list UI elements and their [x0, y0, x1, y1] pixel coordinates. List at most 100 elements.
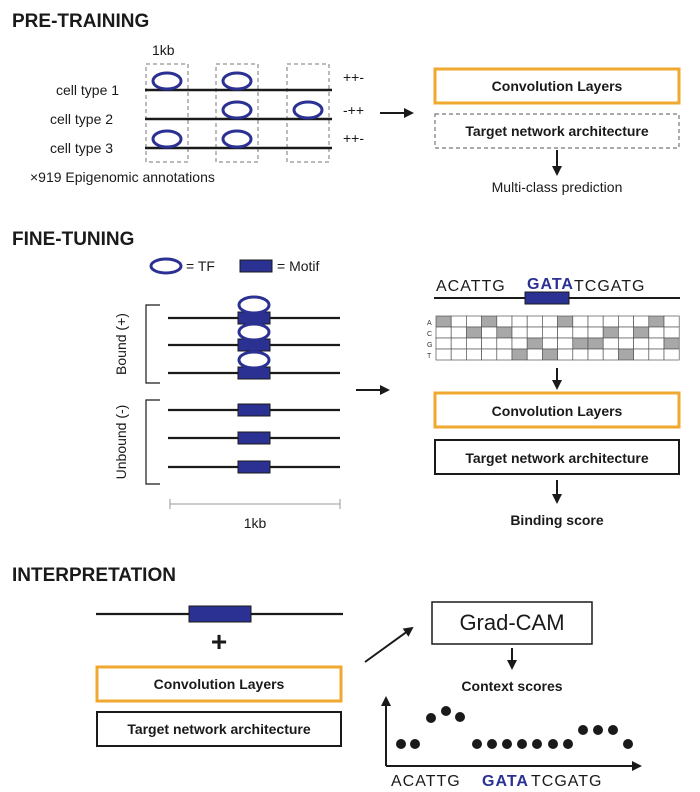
tf-ellipse-icon — [151, 71, 183, 91]
tf-ellipse-icon — [237, 322, 271, 342]
onehot-cell — [633, 337, 650, 350]
plot-sequence-motif: GATA — [482, 773, 529, 790]
sequence-right: TCGATG — [574, 278, 645, 295]
score-point — [532, 739, 542, 749]
cell-type-label-3: cell type 3 — [50, 140, 113, 156]
onehot-cell — [450, 337, 467, 350]
plus-sign: + — [211, 626, 227, 657]
tf-ellipse-icon — [221, 129, 253, 149]
onehot-cell — [496, 326, 513, 339]
bound-label: Bound (+) — [113, 313, 129, 375]
sign-label-2: -++ — [343, 102, 364, 118]
score-point — [441, 706, 451, 716]
onehot-cell — [587, 315, 604, 328]
scale-label: 1kb — [244, 515, 267, 531]
onehot-cell — [557, 337, 574, 350]
onehot-cell — [572, 326, 589, 339]
finetuning-tracks: Bound (+) Unbound (-) 1kb — [113, 295, 341, 531]
unbound-label: Unbound (-) — [113, 405, 129, 480]
onehot-cell — [602, 315, 619, 328]
onehot-row-label-t: T — [427, 353, 432, 360]
finetuning-output-label: Binding score — [510, 512, 604, 528]
cell-type-label-1: cell type 1 — [56, 82, 119, 98]
pretraining-target-label: Target network architecture — [465, 123, 649, 139]
onehot-cell — [526, 348, 543, 361]
window-box-1 — [145, 63, 189, 163]
onehot-cell — [648, 315, 665, 328]
sequence-encoding: ACATTG GATA TCGATG A C G T — [427, 276, 680, 361]
score-point — [487, 739, 497, 749]
score-point — [517, 739, 527, 749]
unbound-bracket — [145, 399, 160, 485]
interpretation-title: INTERPRETATION — [12, 565, 176, 586]
gradcam-label: Grad-CAM — [459, 610, 564, 635]
onehot-cell — [542, 315, 558, 328]
onehot-row-label-a: A — [427, 320, 432, 327]
onehot-cell — [557, 326, 574, 339]
plot-sequence-right: TCGATG — [531, 773, 602, 790]
gradcam-box — [431, 601, 593, 645]
score-point — [502, 739, 512, 749]
tf-ellipse-icon — [221, 100, 253, 120]
onehot-cell — [481, 337, 498, 350]
onehot-cell — [450, 326, 467, 339]
onehot-cell — [572, 348, 589, 361]
score-point — [548, 739, 558, 749]
onehot-cell — [526, 315, 543, 328]
onehot-cell — [481, 348, 498, 361]
score-point — [426, 713, 436, 723]
score-point — [396, 739, 406, 749]
pretraining-title: PRE-TRAINING — [12, 11, 149, 32]
finetuning-title: FINE-TUNING — [12, 229, 134, 250]
onehot-cell — [511, 348, 528, 361]
motif-box — [237, 460, 271, 474]
pretraining-conv-label: Convolution Layers — [492, 78, 623, 94]
onehot-cell — [511, 337, 528, 350]
onehot-cell — [466, 315, 482, 328]
onehot-cell — [511, 326, 528, 339]
annotation-count-label: ×919 Epigenomic annotations — [30, 169, 215, 185]
onehot-cell — [602, 348, 619, 361]
motif-box — [524, 291, 570, 305]
onehot-cell — [435, 326, 452, 339]
window-size-label: 1kb — [152, 42, 175, 58]
onehot-cell — [618, 326, 634, 339]
score-point — [578, 725, 588, 735]
score-point — [410, 739, 420, 749]
onehot-cell — [663, 337, 680, 350]
onehot-cell — [435, 337, 452, 350]
cell-type-label-2: cell type 2 — [50, 111, 113, 127]
onehot-row-label-g: G — [427, 342, 432, 349]
legend-tf-label: = TF — [186, 258, 215, 274]
onehot-cell — [557, 315, 574, 328]
onehot-cell — [526, 337, 543, 350]
onehot-cell — [435, 315, 452, 328]
onehot-matrix — [435, 315, 680, 361]
onehot-cell — [496, 337, 513, 350]
finetuning-conv-box — [433, 391, 681, 429]
plot-sequence-left: ACATTG — [391, 773, 461, 790]
onehot-cell — [496, 315, 513, 328]
context-score-plot: ACATTG GATA TCGATG — [381, 696, 642, 790]
onehot-cell — [496, 348, 513, 361]
finetuning-conv-label: Convolution Layers — [492, 403, 623, 419]
sequence-motif: GATA — [527, 276, 574, 293]
onehot-cell — [602, 326, 619, 339]
pretraining-output-label: Multi-class prediction — [492, 179, 623, 195]
onehot-cell — [618, 337, 634, 350]
onehot-cell — [542, 337, 558, 350]
onehot-cell — [481, 326, 498, 339]
score-point — [593, 725, 603, 735]
finetuning-target-label: Target network architecture — [465, 450, 649, 466]
score-point — [608, 725, 618, 735]
onehot-cell — [648, 326, 665, 339]
onehot-cell — [602, 337, 619, 350]
onehot-cell — [481, 315, 498, 328]
tf-ellipse-icon — [237, 350, 271, 370]
pretraining-tracks: 1kb cell type 1 cell type 2 cell type 3 … — [30, 42, 364, 185]
legend-motif-label: = Motif — [277, 258, 320, 274]
onehot-cell — [466, 348, 482, 361]
onehot-cell — [542, 326, 558, 339]
onehot-cell — [618, 348, 634, 361]
